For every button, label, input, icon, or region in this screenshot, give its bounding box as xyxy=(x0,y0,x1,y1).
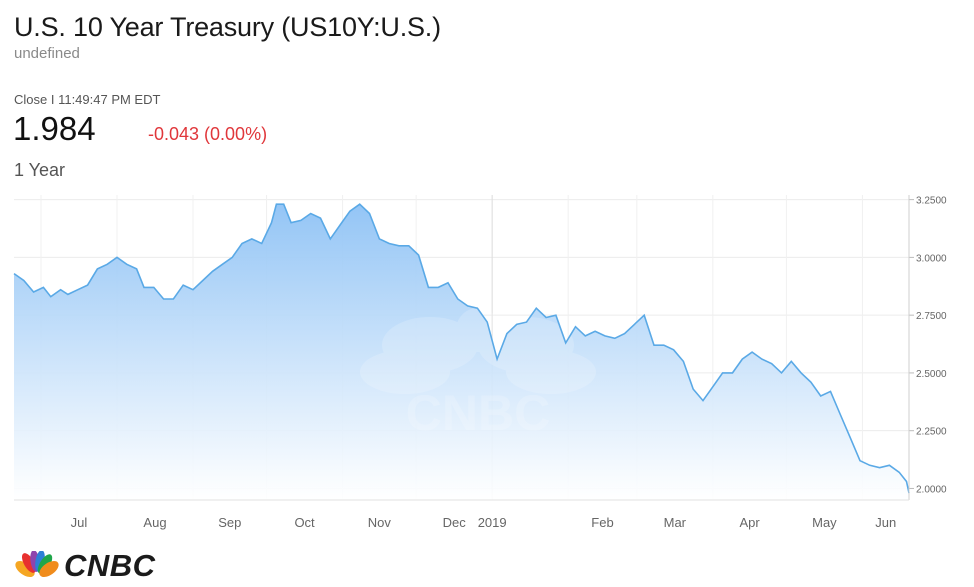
x-tick-label: Sep xyxy=(218,515,241,530)
area-fill xyxy=(14,204,909,500)
y-tick-label: 2.5000 xyxy=(916,369,947,380)
x-tick-label: Apr xyxy=(739,515,760,530)
x-tick-label: Nov xyxy=(368,515,392,530)
y-tick-label: 3.2500 xyxy=(916,196,947,207)
cnbc-logo-text: CNBC xyxy=(64,548,156,583)
price-change: -0.043 (0.00%) xyxy=(148,124,268,144)
x-tick-label: 2019 xyxy=(478,515,507,530)
watermark-text: CNBC xyxy=(406,385,550,441)
page-title: U.S. 10 Year Treasury (US10Y:U.S.) xyxy=(14,12,441,42)
y-tick-label: 2.7500 xyxy=(916,311,947,322)
cnbc-watermark: CNBC xyxy=(360,308,596,441)
x-axis: Jul Aug Sep Oct Nov Dec 2019 Feb Mar Apr May Jun xyxy=(14,499,909,530)
close-time-label: Close I 11:49:47 PM EDT xyxy=(14,92,161,107)
x-tick-label: Dec xyxy=(443,515,467,530)
y-tick-label: 2.0000 xyxy=(916,484,947,495)
x-tick-label: Jul xyxy=(71,515,88,530)
series-line xyxy=(13,203,910,494)
price-value: 1.984 xyxy=(13,110,96,147)
y-tick-label: 3.0000 xyxy=(916,253,947,264)
y-tick-label: 2.2500 xyxy=(916,427,947,438)
x-tick-label: May xyxy=(812,515,837,530)
x-tick-label: Mar xyxy=(664,515,687,530)
x-tick-label: Feb xyxy=(591,515,613,530)
x-tick-label: Jun xyxy=(875,515,896,530)
yield-chart: CNBC 3.2500 3.0000 2.7500 2.5000 2.2500 2.000… xyxy=(13,195,947,530)
x-tick-label: Oct xyxy=(294,515,315,530)
page-subtitle: undefined xyxy=(14,45,80,62)
cnbc-logo: CNBC xyxy=(14,548,156,584)
x-tick-label: Aug xyxy=(143,515,166,530)
y-axis: 3.2500 3.0000 2.7500 2.5000 2.2500 2.0000 xyxy=(908,195,947,500)
range-label[interactable]: 1 Year xyxy=(14,160,66,180)
peacock-icon xyxy=(15,551,59,577)
